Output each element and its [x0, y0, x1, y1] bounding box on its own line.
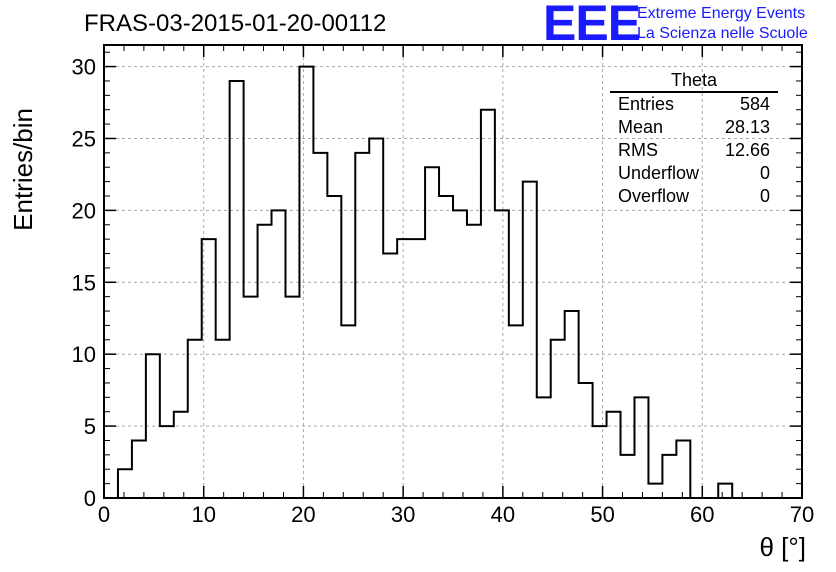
histogram-bin — [411, 239, 425, 498]
histogram-bin — [160, 426, 174, 498]
stats-title: Theta — [610, 70, 778, 93]
histogram-bin — [593, 426, 607, 498]
histogram-outline — [104, 65, 802, 499]
x-tick-label: 40 — [491, 502, 515, 527]
y-tick-label: 30 — [72, 55, 96, 80]
histogram-bin — [383, 254, 397, 498]
histogram-bin — [258, 225, 272, 498]
histogram-bin — [299, 67, 313, 498]
stats-value: 0 — [759, 186, 770, 206]
x-tick-label: 30 — [391, 502, 415, 527]
y-tick-label: 25 — [72, 126, 96, 151]
stats-row-mean: Mean 28.13 — [610, 116, 778, 139]
stats-value: 28.13 — [724, 117, 770, 137]
stats-row-rms: RMS 12.66 — [610, 139, 778, 162]
histogram-bin — [216, 340, 230, 498]
y-tick-label: 10 — [72, 342, 96, 367]
histogram-bin — [118, 469, 132, 498]
histogram-bin — [467, 225, 481, 498]
histogram-bin — [285, 297, 299, 498]
histogram-bin — [634, 397, 648, 498]
stats-box: Theta Entries 584 Mean 28.13 RMS 12.66 U… — [610, 70, 778, 208]
y-axis-label: Entries/bin — [8, 108, 38, 231]
histogram-bin — [509, 325, 523, 498]
histogram-bin — [327, 196, 341, 498]
stats-label: Entries — [618, 94, 675, 114]
stats-value: 12.66 — [724, 140, 770, 160]
histogram-bin — [174, 412, 188, 498]
histogram-bin — [397, 239, 411, 498]
stats-row-entries: Entries 584 — [610, 93, 778, 116]
histogram-bin — [425, 167, 439, 498]
histogram-bin — [244, 297, 258, 498]
histogram-bin — [188, 340, 202, 498]
x-tick-label: 70 — [790, 502, 814, 527]
stats-label: Mean — [618, 117, 664, 137]
histogram-bin — [355, 153, 369, 498]
y-tick-label: 0 — [84, 486, 96, 511]
histogram-bin — [341, 325, 355, 498]
stats-label: Underflow — [618, 163, 700, 183]
x-axis-label: θ [°] — [759, 532, 806, 562]
x-tick-label: 20 — [291, 502, 315, 527]
y-tick-label: 5 — [84, 414, 96, 439]
histogram-bin — [621, 455, 635, 498]
stats-value: 0 — [759, 163, 770, 183]
stats-row-overflow: Overflow 0 — [610, 185, 778, 208]
x-tick-label: 0 — [98, 502, 110, 527]
eee-logo-line2: La Scienza nelle Scuole — [637, 25, 808, 42]
eee-logo-line1: Extreme Energy Events — [637, 5, 806, 22]
y-tick-label: 20 — [72, 198, 96, 223]
page-title: FRAS-03-2015-01-20-00112 — [84, 10, 387, 37]
stats-row-underflow: Underflow 0 — [610, 162, 778, 185]
histogram-bin — [537, 397, 551, 498]
y-tick-label: 15 — [72, 270, 96, 295]
histogram-bin — [551, 340, 565, 498]
stats-label: Overflow — [618, 186, 690, 206]
histogram-bin — [313, 153, 327, 498]
stats-label: RMS — [618, 140, 658, 160]
histogram-bin — [230, 81, 244, 498]
histogram-bin — [565, 311, 579, 498]
stats-value: 584 — [739, 94, 770, 114]
histogram-bin — [481, 110, 495, 498]
x-tick-label: 60 — [690, 502, 714, 527]
x-tick-label: 10 — [191, 502, 215, 527]
plot-frame — [103, 44, 803, 499]
histogram-bin — [132, 440, 146, 498]
histogram-bin — [676, 440, 690, 498]
eee-logo-mark: EEE — [543, 0, 641, 51]
histogram-bin — [662, 455, 676, 498]
histogram-bin — [607, 412, 621, 498]
histogram-bin — [439, 196, 453, 498]
histogram-bin — [718, 484, 732, 498]
histogram-bin — [523, 182, 537, 498]
histogram-bin — [648, 484, 662, 498]
histogram-bin — [579, 383, 593, 498]
histogram-bin — [369, 138, 383, 498]
x-tick-label: 50 — [590, 502, 614, 527]
